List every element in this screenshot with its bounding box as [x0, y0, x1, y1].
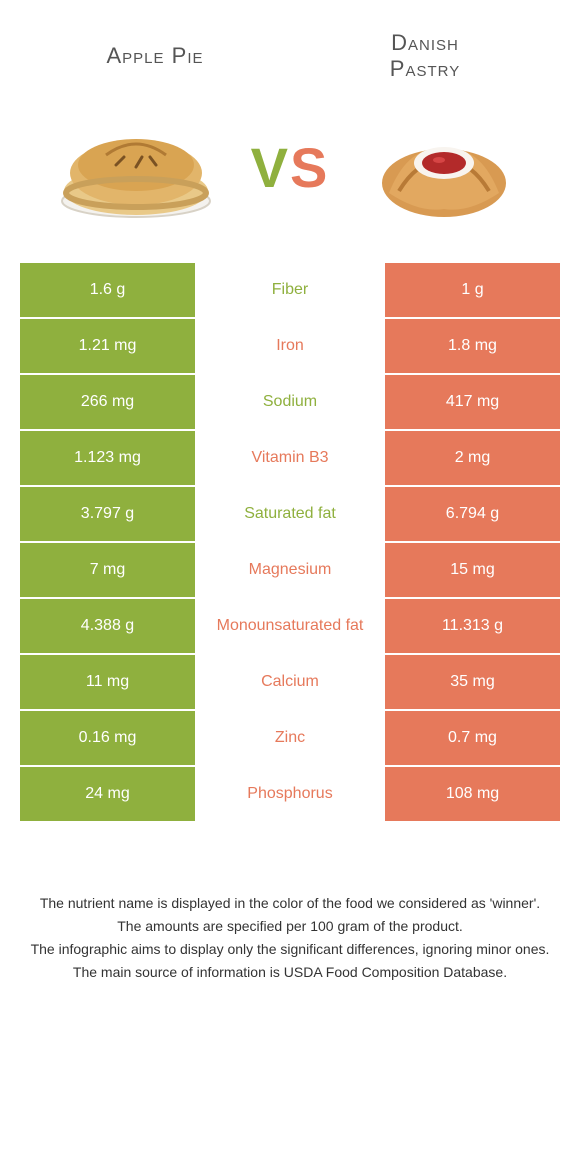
- footnote-line: The infographic aims to display only the…: [30, 939, 550, 960]
- right-value-cell: 35 mg: [385, 655, 560, 711]
- table-row: 1.21 mgIron1.8 mg: [20, 319, 560, 375]
- vs-v-letter: V: [251, 136, 290, 199]
- right-value-cell: 2 mg: [385, 431, 560, 487]
- vs-label: VS: [243, 135, 338, 200]
- nutrient-label: Magnesium: [195, 543, 385, 599]
- right-value-cell: 0.7 mg: [385, 711, 560, 767]
- left-value-cell: 7 mg: [20, 543, 195, 599]
- footnote-line: The amounts are specified per 100 gram o…: [30, 916, 550, 937]
- right-value-cell: 417 mg: [385, 375, 560, 431]
- left-value-cell: 1.21 mg: [20, 319, 195, 375]
- footnote-line: The nutrient name is displayed in the co…: [30, 893, 550, 914]
- nutrient-label: Vitamin B3: [195, 431, 385, 487]
- right-food-title-text: DanishPastry: [390, 30, 460, 81]
- footnote-line: The main source of information is USDA F…: [30, 962, 550, 983]
- right-value-cell: 6.794 g: [385, 487, 560, 543]
- table-row: 24 mgPhosphorus108 mg: [20, 767, 560, 823]
- footnotes: The nutrient name is displayed in the co…: [20, 893, 560, 983]
- images-row: VS: [20, 113, 560, 223]
- nutrient-label: Monounsaturated fat: [195, 599, 385, 655]
- right-value-cell: 1.8 mg: [385, 319, 560, 375]
- table-row: 0.16 mgZinc0.7 mg: [20, 711, 560, 767]
- table-row: 7 mgMagnesium15 mg: [20, 543, 560, 599]
- nutrient-label: Fiber: [195, 263, 385, 319]
- left-value-cell: 0.16 mg: [20, 711, 195, 767]
- left-value-cell: 3.797 g: [20, 487, 195, 543]
- right-value-cell: 108 mg: [385, 767, 560, 823]
- table-row: 1.6 gFiber1 g: [20, 263, 560, 319]
- nutrient-label: Sodium: [195, 375, 385, 431]
- left-value-cell: 24 mg: [20, 767, 195, 823]
- comparison-table: 1.6 gFiber1 g1.21 mgIron1.8 mg266 mgSodi…: [20, 263, 560, 823]
- nutrient-label: Calcium: [195, 655, 385, 711]
- nutrient-label: Saturated fat: [195, 487, 385, 543]
- left-food-title: Apple Pie: [20, 43, 290, 69]
- infographic-container: Apple Pie DanishPastry VS: [0, 0, 580, 1005]
- right-food-title: DanishPastry: [290, 30, 560, 83]
- table-row: 266 mgSodium417 mg: [20, 375, 560, 431]
- nutrient-label: Phosphorus: [195, 767, 385, 823]
- left-value-cell: 1.6 g: [20, 263, 195, 319]
- left-value-cell: 1.123 mg: [20, 431, 195, 487]
- left-value-cell: 4.388 g: [20, 599, 195, 655]
- danish-pastry-icon: [337, 113, 550, 223]
- nutrient-label: Zinc: [195, 711, 385, 767]
- title-row: Apple Pie DanishPastry: [20, 30, 560, 83]
- nutrient-label: Iron: [195, 319, 385, 375]
- right-value-cell: 15 mg: [385, 543, 560, 599]
- table-row: 1.123 mgVitamin B32 mg: [20, 431, 560, 487]
- right-value-cell: 1 g: [385, 263, 560, 319]
- left-value-cell: 266 mg: [20, 375, 195, 431]
- table-row: 3.797 gSaturated fat6.794 g: [20, 487, 560, 543]
- table-row: 11 mgCalcium35 mg: [20, 655, 560, 711]
- apple-pie-icon: [30, 113, 243, 223]
- left-value-cell: 11 mg: [20, 655, 195, 711]
- vs-s-letter: S: [290, 136, 329, 199]
- right-value-cell: 11.313 g: [385, 599, 560, 655]
- table-row: 4.388 gMonounsaturated fat11.313 g: [20, 599, 560, 655]
